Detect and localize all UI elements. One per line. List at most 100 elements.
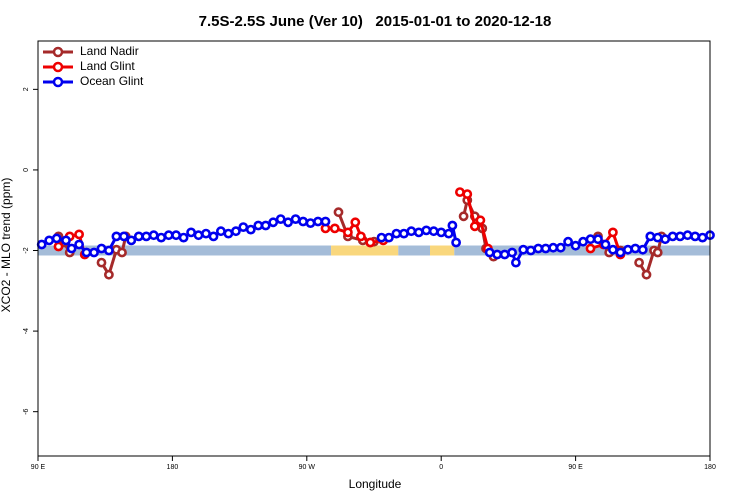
- data-point: [383, 232, 394, 243]
- legend-label: Ocean Glint: [80, 74, 144, 88]
- data-point: [641, 269, 652, 280]
- data-point: [406, 226, 417, 237]
- data-point: [260, 220, 271, 231]
- data-point: [329, 223, 340, 234]
- axes: 90 E 180 90 W 0 90 E 180 2 0 -2 -4 -6: [23, 87, 716, 471]
- data-point: [652, 232, 663, 243]
- data-point: [623, 244, 633, 255]
- series-layer: [36, 187, 715, 280]
- data-point: [615, 247, 626, 258]
- data-point: [630, 243, 641, 254]
- data-point: [117, 247, 127, 258]
- legend-item-ocean-glint: Ocean Glint: [42, 74, 143, 89]
- data-point: [148, 230, 159, 241]
- data-point: [660, 234, 671, 245]
- x-tick-label-0: 90 E: [31, 464, 46, 471]
- data-point: [320, 216, 331, 227]
- data-point: [342, 227, 353, 238]
- data-point: [451, 237, 461, 248]
- x-tick-label-2: 90 W: [299, 464, 316, 471]
- data-point: [421, 225, 432, 236]
- data-point: [171, 230, 181, 241]
- data-point: [36, 239, 47, 250]
- data-point: [540, 243, 551, 254]
- legend-swatch-land-glint: [43, 61, 73, 72]
- data-point: [74, 229, 84, 240]
- data-point: [201, 228, 211, 239]
- data-point: [313, 216, 323, 227]
- legend-swatch-ocean-glint: [43, 76, 73, 87]
- series-land-glint: [53, 187, 626, 260]
- data-point: [268, 217, 279, 228]
- data-point: [608, 227, 618, 238]
- data-point: [585, 243, 596, 254]
- x-tick-label-4: 90 E: [568, 464, 583, 471]
- data-point: [555, 242, 566, 253]
- series-ocean-glint: [36, 214, 715, 268]
- legend-label: Land Nadir: [80, 44, 139, 58]
- data-point: [298, 216, 308, 227]
- data-point: [96, 243, 107, 254]
- data-point: [66, 243, 77, 254]
- data-point: [283, 217, 293, 228]
- data-point: [193, 230, 204, 241]
- data-point: [275, 214, 286, 224]
- x-tick-label-5: 180: [704, 464, 716, 471]
- data-point: [525, 245, 536, 256]
- data-point: [126, 235, 137, 246]
- data-point: [51, 233, 62, 244]
- data-point: [458, 211, 469, 222]
- data-point: [492, 249, 503, 260]
- data-point: [96, 257, 107, 268]
- y-tick-label-3: -4: [23, 328, 30, 334]
- legend-label: Land Glint: [80, 59, 135, 73]
- data-point: [518, 244, 529, 255]
- data-point: [178, 232, 189, 243]
- data-point: [350, 217, 361, 228]
- data-point: [585, 234, 596, 245]
- data-point: [81, 247, 92, 258]
- legend-item-land-glint: Land Glint: [42, 59, 143, 74]
- y-tick-label-4: -6: [23, 408, 30, 414]
- series-line-1-3: [590, 230, 622, 255]
- data-point: [230, 226, 241, 237]
- data-point: [507, 247, 517, 258]
- legend: Land Nadir Land Glint Ocean Glint: [42, 44, 143, 89]
- data-point: [89, 247, 99, 258]
- data-point: [548, 242, 559, 253]
- data-point: [133, 231, 144, 242]
- data-point: [690, 231, 700, 242]
- data-point: [104, 269, 114, 280]
- data-point: [593, 234, 603, 245]
- data-point: [223, 228, 234, 239]
- data-point: [238, 222, 249, 232]
- x-axis-label: Longitude: [349, 477, 402, 491]
- x-tick-label-1: 180: [167, 464, 179, 471]
- data-point: [645, 231, 656, 242]
- data-point: [682, 230, 693, 241]
- y-axis-label: XCO2 - MLO trend (ppm): [0, 178, 13, 313]
- data-point: [119, 231, 129, 242]
- data-point: [208, 231, 219, 242]
- data-point: [443, 228, 454, 239]
- data-point: [469, 221, 480, 232]
- data-point: [156, 232, 167, 243]
- data-point: [675, 231, 685, 242]
- data-point: [484, 247, 495, 258]
- data-point: [44, 235, 55, 246]
- data-point: [333, 207, 344, 218]
- data-point: [454, 187, 465, 197]
- x-tick-label-3: 0: [439, 464, 443, 471]
- data-point: [305, 218, 316, 228]
- data-point: [499, 249, 510, 260]
- data-point: [104, 245, 114, 256]
- data-point: [61, 235, 71, 246]
- data-point: [290, 214, 301, 224]
- legend-swatch-land-nadir: [43, 46, 73, 57]
- data-point: [600, 239, 611, 250]
- data-point: [511, 257, 521, 268]
- chart-title: 7.5S-2.5S June (Ver 10) 2015-01-01 to 20…: [199, 13, 552, 30]
- y-tick-label-2: -2: [23, 247, 30, 253]
- data-point: [570, 240, 581, 251]
- data-point: [215, 226, 226, 237]
